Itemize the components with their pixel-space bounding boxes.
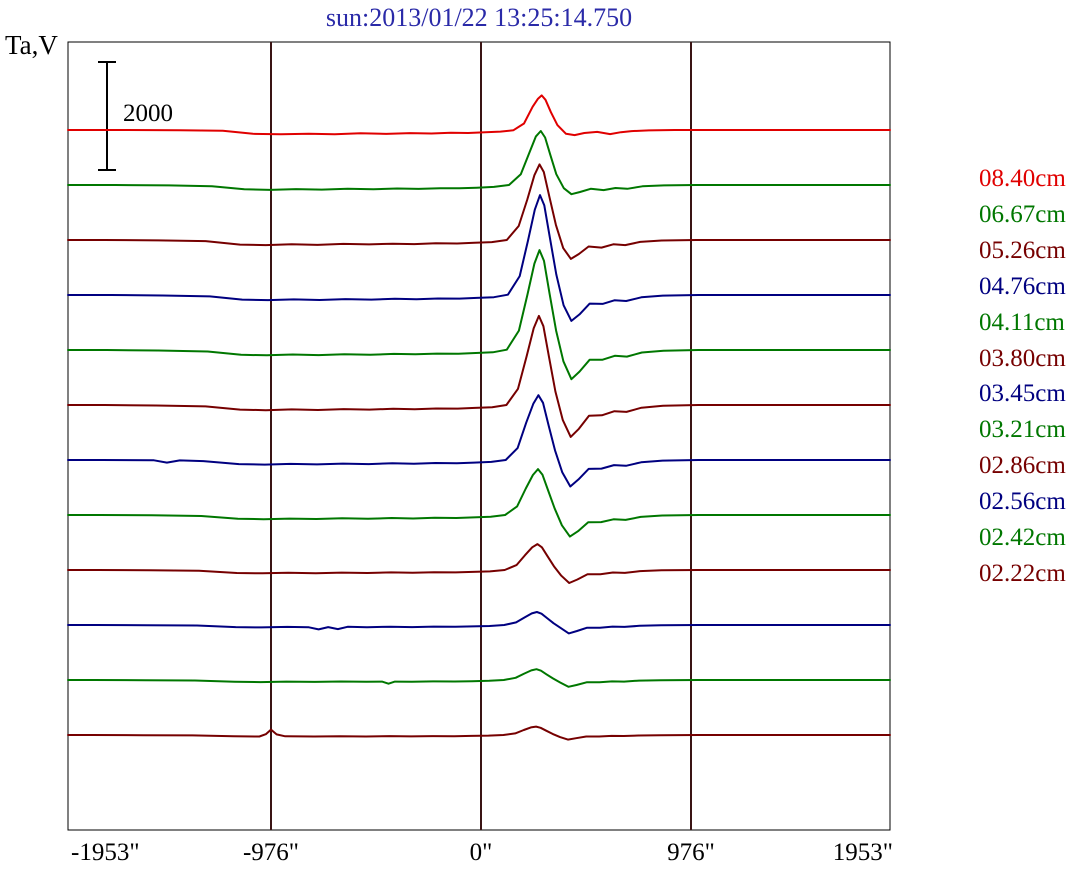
trace-03.21cm [67, 468, 891, 538]
trace-06.67cm [67, 130, 891, 196]
trace-03.45cm [67, 394, 891, 488]
trace-04.76cm [67, 194, 891, 322]
legend-item-04.76cm: 04.76cm [979, 272, 1066, 300]
legend-item-06.67cm: 06.67cm [979, 200, 1066, 228]
legend-item-05.26cm: 05.26cm [979, 236, 1066, 264]
trace-05.26cm [67, 163, 891, 260]
plot-border [67, 41, 891, 831]
trace-02.56cm [67, 611, 891, 635]
x-tick--1953: -1953" [71, 839, 140, 866]
x-tick-1953: 1953" [832, 839, 893, 866]
scale-bar-label: 2000 [123, 100, 173, 127]
legend-item-02.56cm: 02.56cm [979, 488, 1066, 516]
wavelength-legend: 08.40cm 06.67cm 05.26cm 04.76cm 04.11cm 03.80… [979, 161, 1066, 592]
trace-02.86cm [67, 543, 891, 584]
legend-item-08.40cm: 08.40cm [979, 165, 1066, 192]
x-tick-0: 0" [469, 839, 493, 866]
trace-08.40cm [67, 94, 891, 137]
legend-item-02.22cm: 02.22cm [979, 559, 1066, 587]
legend-item-04.11cm: 04.11cm [979, 308, 1065, 336]
x-tick--976: -976" [242, 839, 300, 866]
legend-item-03.45cm: 03.45cm [979, 380, 1066, 408]
x-tick-976: 976" [667, 839, 715, 866]
x-axis: -1953" -976" 0" 976" 1953" [0, 839, 1086, 871]
legend-item-02.42cm: 02.42cm [979, 524, 1066, 552]
y-axis-label: Ta,V [5, 30, 58, 60]
trace-04.11cm [67, 249, 891, 381]
trace-03.80cm [67, 314, 891, 438]
plot-title: sun:2013/01/22 13:25:14.750 [325, 3, 633, 32]
legend-item-03.21cm: 03.21cm [979, 416, 1066, 444]
legend-item-02.86cm: 02.86cm [979, 452, 1066, 480]
trace-02.22cm [67, 725, 891, 741]
trace-02.42cm [67, 668, 891, 688]
legend-item-03.80cm: 03.80cm [979, 344, 1066, 372]
